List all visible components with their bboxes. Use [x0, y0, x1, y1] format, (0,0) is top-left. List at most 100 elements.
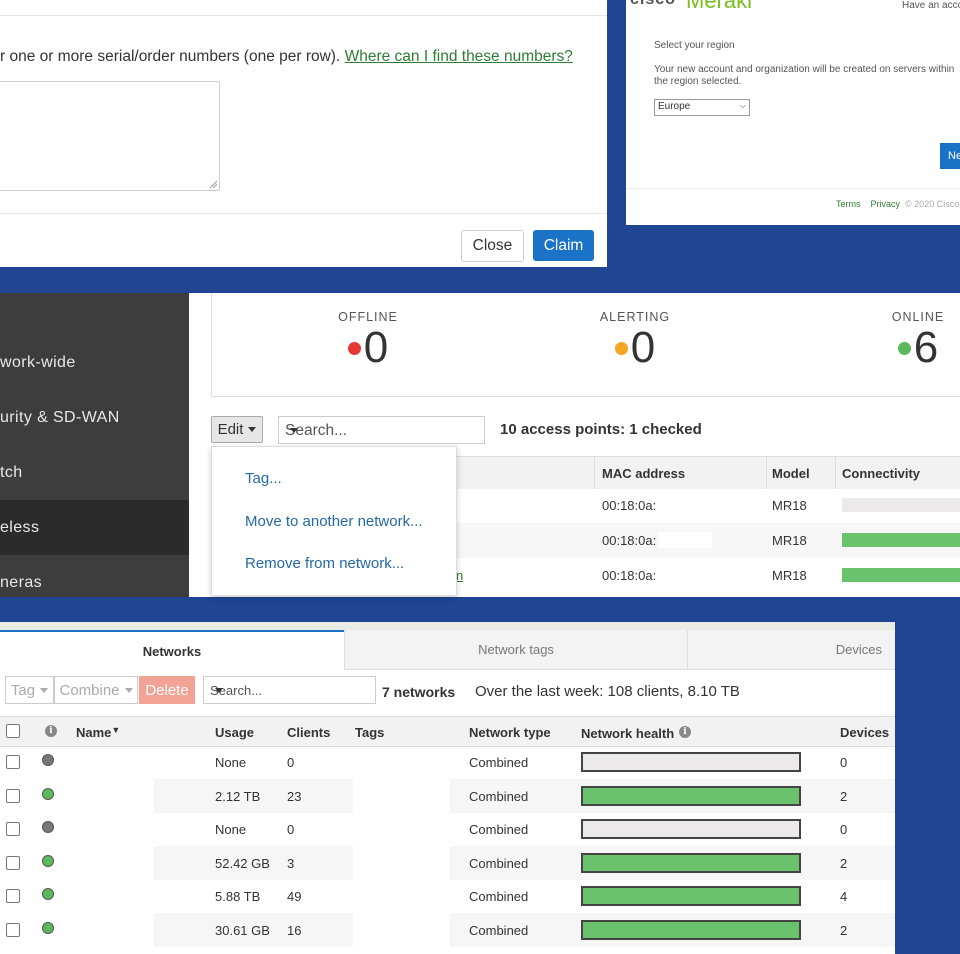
close-button[interactable]: Close: [461, 230, 524, 262]
region-label: Select your region: [654, 40, 735, 51]
table-row[interactable]: 2.12 TB 23 Combined 2: [0, 779, 895, 813]
ap-search-input[interactable]: Search...: [278, 416, 485, 444]
status-dot-icon: [42, 888, 54, 900]
health-bar: [581, 886, 801, 906]
clients-cell: 16: [287, 923, 302, 938]
select-all-checkbox[interactable]: [6, 724, 20, 738]
tag-label: Tag: [10, 681, 36, 699]
alerting-label: ALERTING: [599, 310, 671, 324]
usage-cell: 5.88 TB: [215, 889, 261, 904]
usage-cell: 30.61 GB: [215, 923, 270, 938]
row-checkbox[interactable]: [6, 822, 20, 836]
edit-dropdown-button[interactable]: Edit: [211, 416, 263, 443]
sidebar-item-security-sd-wan[interactable]: urity & SD-WAN: [0, 390, 189, 445]
sidebar-item-switch[interactable]: tch: [0, 445, 189, 500]
info-icon[interactable]: i: [45, 725, 57, 737]
table-row[interactable]: 52.42 GB 3 Combined 2: [0, 846, 895, 880]
clients-cell: 49: [287, 889, 302, 904]
table-row[interactable]: n 00:18:0a: MR18: [454, 558, 960, 593]
delete-button[interactable]: Delete: [139, 676, 195, 704]
row-checkbox[interactable]: [6, 789, 20, 803]
tab-devices[interactable]: Devices: [688, 630, 895, 670]
table-row[interactable]: None 0 Combined 0: [0, 812, 895, 846]
model-cell: MR18: [772, 533, 807, 548]
type-cell: Combined: [469, 923, 529, 938]
edit-label: Edit: [217, 421, 244, 438]
health-bar: [581, 920, 801, 940]
col-devices[interactable]: Devices: [840, 725, 890, 740]
alerting-dot-icon: [614, 341, 628, 355]
tag-button[interactable]: Tag: [5, 676, 54, 704]
table-row[interactable]: 30.61 GB 16 Combined 2: [0, 913, 895, 947]
col-mac-address[interactable]: MAC address: [602, 466, 686, 481]
col-clients[interactable]: Clients: [287, 725, 331, 740]
tab-networks[interactable]: Networks: [0, 630, 344, 670]
claim-dialog: r one or more serial/order numbers (one …: [0, 0, 607, 267]
networks-count: 7 networks: [382, 684, 456, 700]
ap-search-placeholder: Search...: [285, 422, 348, 439]
table-row[interactable]: None 0 Combined 0: [0, 745, 895, 779]
col-network-health[interactable]: Network health: [581, 726, 674, 741]
status-dot-icon: [42, 922, 54, 934]
networks-search-input[interactable]: Search...: [203, 676, 376, 704]
caret-down-icon[interactable]: [290, 428, 298, 433]
claim-button[interactable]: Claim: [533, 230, 594, 261]
ap-name-link[interactable]: n: [456, 568, 464, 583]
network-health-info-icon[interactable]: i: [679, 726, 691, 738]
ap-count-text: 10 access points: 1 checked: [500, 421, 702, 438]
col-network-type[interactable]: Network type: [469, 725, 551, 740]
have-account-link[interactable]: Have an accou: [902, 0, 960, 11]
sidebar-item-wireless[interactable]: eless: [0, 500, 189, 555]
col-model[interactable]: Model: [772, 466, 810, 481]
region-description: Your new account and organization will b…: [654, 64, 955, 87]
offline-label: OFFLINE: [338, 310, 398, 324]
alerting-stat[interactable]: ALERTING 0: [585, 310, 685, 370]
usage-cell: 52.42 GB: [215, 856, 270, 871]
terms-link[interactable]: Terms: [836, 199, 861, 209]
dialog-footer-divider: [0, 213, 607, 214]
row-checkbox[interactable]: [6, 856, 20, 870]
tab-network-tags[interactable]: Network tags: [344, 630, 688, 670]
menu-item-tag[interactable]: Tag...: [245, 470, 282, 487]
col-connectivity[interactable]: Connectivity: [842, 466, 921, 481]
serial-numbers-textarea[interactable]: [0, 81, 220, 191]
status-dot-icon: [42, 821, 54, 833]
sidebar: work-wide urity & SD-WAN tch eless neras: [0, 293, 189, 597]
devices-cell: 2: [840, 789, 848, 804]
offline-stat[interactable]: OFFLINE 0: [320, 310, 416, 370]
region-select[interactable]: Europe ⌵: [654, 99, 750, 116]
sidebar-item-network-wide[interactable]: work-wide: [0, 335, 189, 390]
next-button[interactable]: Ne: [940, 143, 960, 169]
table-row[interactable]: 00:18:0a: MR18: [454, 488, 960, 523]
row-checkbox[interactable]: [6, 889, 20, 903]
help-link[interactable]: Where can I find these numbers?: [344, 48, 573, 65]
caret-down-icon: [40, 687, 49, 693]
col-name[interactable]: Name▼: [76, 725, 120, 740]
online-stat[interactable]: ONLINE 6: [870, 310, 960, 370]
table-row[interactable]: 00:18:0a: MR18: [454, 523, 960, 558]
caret-down-icon[interactable]: [215, 688, 223, 693]
sort-desc-icon: ▼: [111, 725, 121, 735]
chevron-down-icon: ⌵: [739, 101, 746, 110]
menu-item-remove-network[interactable]: Remove from network...: [245, 555, 405, 572]
sidebar-item-label: tch: [0, 463, 23, 481]
online-dot-icon: [897, 341, 911, 355]
sidebar-item-cameras[interactable]: neras: [0, 555, 189, 610]
row-checkbox[interactable]: [6, 755, 20, 769]
health-bar: [581, 786, 801, 806]
combine-button[interactable]: Combine: [54, 676, 138, 704]
row-checkbox[interactable]: [6, 923, 20, 937]
col-tags[interactable]: Tags: [355, 725, 385, 740]
col-usage[interactable]: Usage: [215, 725, 255, 740]
table-row[interactable]: 5.88 TB 49 Combined 4: [0, 879, 895, 913]
menu-item-move-network[interactable]: Move to another network...: [245, 513, 423, 530]
privacy-link[interactable]: Privacy: [870, 199, 901, 209]
clients-cell: 0: [287, 755, 295, 770]
networks-search-placeholder: Search...: [210, 683, 263, 698]
column-divider: [594, 457, 595, 489]
resize-handle-icon[interactable]: [209, 180, 217, 188]
model-cell: MR18: [772, 568, 807, 583]
caret-down-icon: [124, 687, 133, 693]
sidebar-item-label: work-wide: [0, 353, 76, 371]
usage-cell: 2.12 TB: [215, 789, 261, 804]
